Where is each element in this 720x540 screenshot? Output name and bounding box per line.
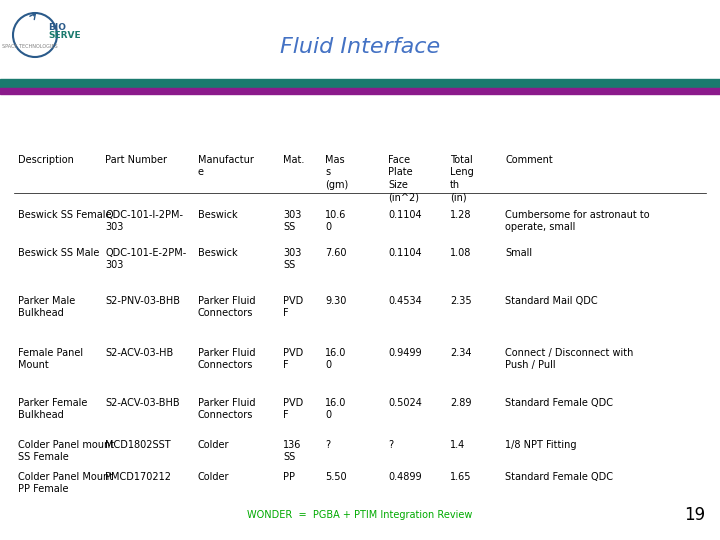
Text: PP: PP bbox=[283, 472, 295, 482]
Text: Beswick SS Male: Beswick SS Male bbox=[18, 248, 99, 258]
Text: Cumbersome for astronaut to
operate, small: Cumbersome for astronaut to operate, sma… bbox=[505, 210, 649, 232]
Text: 7.60: 7.60 bbox=[325, 248, 346, 258]
Text: Parker Fluid
Connectors: Parker Fluid Connectors bbox=[198, 348, 256, 370]
Text: Connect / Disconnect with
Push / Pull: Connect / Disconnect with Push / Pull bbox=[505, 348, 634, 370]
Text: Beswick: Beswick bbox=[198, 210, 238, 220]
Text: Parker Female
Bulkhead: Parker Female Bulkhead bbox=[18, 398, 87, 421]
Text: S2-PNV-03-BHB: S2-PNV-03-BHB bbox=[105, 296, 180, 306]
Text: 1.65: 1.65 bbox=[450, 472, 472, 482]
Text: 0.4899: 0.4899 bbox=[388, 472, 422, 482]
Text: Mas
s
(gm): Mas s (gm) bbox=[325, 155, 348, 190]
Text: 0.5024: 0.5024 bbox=[388, 398, 422, 408]
Text: Beswick SS Female: Beswick SS Female bbox=[18, 210, 112, 220]
Text: 9.30: 9.30 bbox=[325, 296, 346, 306]
Text: Parker Fluid
Connectors: Parker Fluid Connectors bbox=[198, 296, 256, 319]
Text: SERVE: SERVE bbox=[48, 30, 81, 39]
Text: SPACE TECHNOLOGIES: SPACE TECHNOLOGIES bbox=[2, 44, 58, 49]
Text: QDC-101-I-2PM-
303: QDC-101-I-2PM- 303 bbox=[105, 210, 183, 232]
Text: PVD
F: PVD F bbox=[283, 296, 303, 319]
Text: Part Number: Part Number bbox=[105, 155, 167, 165]
Bar bbox=[0, 88, 720, 94]
Text: Parker Male
Bulkhead: Parker Male Bulkhead bbox=[18, 296, 76, 319]
Text: 0.1104: 0.1104 bbox=[388, 210, 422, 220]
Text: 303
SS: 303 SS bbox=[283, 248, 302, 271]
Text: ?: ? bbox=[325, 440, 330, 450]
Text: Description: Description bbox=[18, 155, 74, 165]
Text: Manufactur
e: Manufactur e bbox=[198, 155, 254, 178]
Text: 2.89: 2.89 bbox=[450, 398, 472, 408]
Text: 1.08: 1.08 bbox=[450, 248, 472, 258]
Text: PMCD170212: PMCD170212 bbox=[105, 472, 171, 482]
Text: 0.4534: 0.4534 bbox=[388, 296, 422, 306]
Text: Colder: Colder bbox=[198, 440, 230, 450]
Text: PVD
F: PVD F bbox=[283, 398, 303, 421]
Text: Small: Small bbox=[505, 248, 532, 258]
Text: Total
Leng
th
(in): Total Leng th (in) bbox=[450, 155, 474, 202]
Text: Beswick: Beswick bbox=[198, 248, 238, 258]
Text: Face
Plate
Size
(in^2): Face Plate Size (in^2) bbox=[388, 155, 419, 202]
Text: Standard Mail QDC: Standard Mail QDC bbox=[505, 296, 598, 306]
Text: BIO: BIO bbox=[48, 24, 66, 32]
Text: S2-ACV-03-HB: S2-ACV-03-HB bbox=[105, 348, 174, 358]
Bar bbox=[0, 79, 720, 88]
Text: S2-ACV-03-BHB: S2-ACV-03-BHB bbox=[105, 398, 179, 408]
Text: Comment: Comment bbox=[505, 155, 553, 165]
Text: 16.0
0: 16.0 0 bbox=[325, 348, 346, 370]
Text: Standard Female QDC: Standard Female QDC bbox=[505, 472, 613, 482]
Text: ?: ? bbox=[388, 440, 393, 450]
Text: MCD1802SST: MCD1802SST bbox=[105, 440, 171, 450]
Text: 1.4: 1.4 bbox=[450, 440, 465, 450]
Text: Standard Female QDC: Standard Female QDC bbox=[505, 398, 613, 408]
Text: 136
SS: 136 SS bbox=[283, 440, 302, 462]
Text: Fluid Interface: Fluid Interface bbox=[280, 37, 440, 57]
Text: Mat.: Mat. bbox=[283, 155, 305, 165]
Text: 2.34: 2.34 bbox=[450, 348, 472, 358]
Text: Colder: Colder bbox=[198, 472, 230, 482]
Text: Colder Panel mount
SS Female: Colder Panel mount SS Female bbox=[18, 440, 114, 462]
Text: 16.0
0: 16.0 0 bbox=[325, 398, 346, 421]
Text: 0.9499: 0.9499 bbox=[388, 348, 422, 358]
Text: 1.28: 1.28 bbox=[450, 210, 472, 220]
Text: 1/8 NPT Fitting: 1/8 NPT Fitting bbox=[505, 440, 577, 450]
Text: 5.50: 5.50 bbox=[325, 472, 346, 482]
Text: Colder Panel Mount
PP Female: Colder Panel Mount PP Female bbox=[18, 472, 113, 495]
Text: Female Panel
Mount: Female Panel Mount bbox=[18, 348, 83, 370]
Text: WONDER  =  PGBA + PTIM Integration Review: WONDER = PGBA + PTIM Integration Review bbox=[247, 510, 473, 520]
Text: PVD
F: PVD F bbox=[283, 348, 303, 370]
Text: 0.1104: 0.1104 bbox=[388, 248, 422, 258]
Text: 303
SS: 303 SS bbox=[283, 210, 302, 232]
Text: 19: 19 bbox=[684, 506, 705, 524]
Text: QDC-101-E-2PM-
303: QDC-101-E-2PM- 303 bbox=[105, 248, 186, 271]
Text: Parker Fluid
Connectors: Parker Fluid Connectors bbox=[198, 398, 256, 421]
Text: 10.6
0: 10.6 0 bbox=[325, 210, 346, 232]
Text: 2.35: 2.35 bbox=[450, 296, 472, 306]
